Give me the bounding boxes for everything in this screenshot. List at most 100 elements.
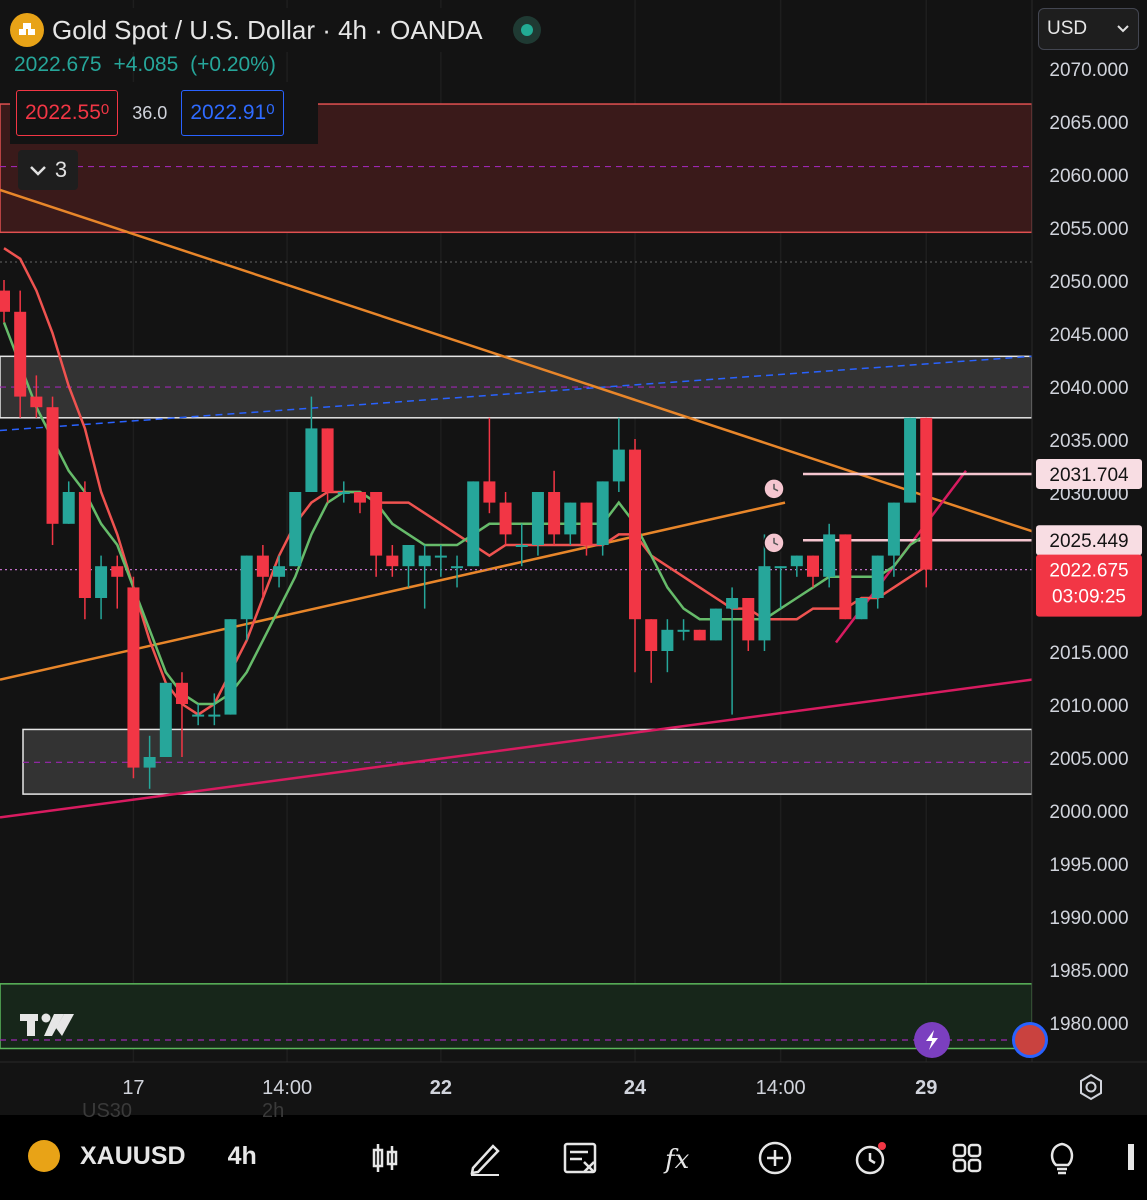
price-tick: 2005.000 [1049, 749, 1128, 770]
buy-sell-panel: 2022.550 36.0 2022.910 [10, 82, 318, 144]
candle-body [596, 481, 609, 545]
candle-body [548, 492, 561, 535]
candle-body [807, 555, 819, 577]
us-flag-icon[interactable] [1012, 1022, 1048, 1058]
level-b-label: 2025.449 [1049, 531, 1128, 552]
alert-clock-icon[interactable] [850, 1138, 890, 1178]
price-tick: 2060.000 [1049, 166, 1128, 187]
sell-pip: 0 [100, 101, 110, 118]
chart-header: Gold Spot / U.S. Dollar · 4h · OANDA [10, 8, 557, 52]
ideas-bulb-icon[interactable] [1042, 1138, 1082, 1178]
candle-body [855, 598, 868, 620]
indicators-toggle-button[interactable]: 3 [18, 150, 78, 190]
price-tick: 2055.000 [1049, 219, 1128, 240]
price-tick: 1995.000 [1049, 855, 1128, 876]
add-plus-icon[interactable] [755, 1138, 795, 1178]
price-tick: 2045.000 [1049, 325, 1128, 346]
candle-body [208, 714, 221, 717]
candles-icon[interactable] [365, 1138, 405, 1178]
candle-body [467, 481, 480, 567]
candle-body [709, 608, 722, 641]
price-change: 2022.675 +4.085 (+0.20%) [14, 53, 282, 77]
time-tick: 22 [430, 1077, 452, 1099]
time-tick: 24 [624, 1077, 647, 1099]
draw-pen-icon[interactable] [465, 1138, 505, 1178]
ma-fast-line [2, 321, 927, 706]
candle-body [159, 682, 172, 757]
candle-body [386, 555, 399, 567]
chevron-down-icon [1116, 18, 1130, 40]
lightning-icon[interactable] [914, 1022, 950, 1058]
price-tick: 2040.000 [1049, 378, 1128, 399]
symbol-selector[interactable]: XAUUSD 4h [28, 1140, 257, 1172]
candle-body [580, 502, 593, 545]
zone-green [0, 983, 1033, 1050]
candle-body [693, 629, 706, 641]
candle-body [645, 619, 658, 651]
price-tick: 2000.000 [1049, 802, 1128, 823]
current-price-label-bg [1036, 554, 1142, 617]
candle-body [256, 555, 269, 577]
more-icon[interactable] [1128, 1138, 1147, 1178]
indicators-fx-icon[interactable]: fx [657, 1138, 697, 1178]
candle-body [240, 555, 253, 620]
candle-body [78, 492, 91, 598]
candle-body [30, 396, 43, 408]
candle-body [14, 311, 27, 397]
price-tick: 2035.000 [1049, 431, 1128, 452]
candle-body [904, 417, 917, 503]
candle-body [46, 407, 59, 524]
last-price: 2022.675 [14, 53, 102, 76]
candle-body [192, 714, 205, 717]
price-tick: 2030.000 [1049, 484, 1128, 505]
zone-gray [22, 728, 1033, 795]
candle-body [434, 555, 447, 558]
candle-body [823, 534, 836, 577]
candle-body [305, 428, 318, 492]
market-open-icon[interactable] [512, 16, 541, 44]
change-pct: (+0.20%) [190, 53, 276, 76]
layouts-grid-icon[interactable] [947, 1138, 987, 1178]
gold-symbol-icon [10, 13, 44, 47]
gold-symbol-icon [28, 1140, 60, 1172]
alert-marker-hand [773, 537, 779, 546]
candle-body [758, 566, 771, 641]
candle-body [564, 502, 577, 535]
candle-body [127, 587, 140, 768]
candle-body [612, 449, 625, 482]
buy-button[interactable]: 2022.910 [181, 90, 284, 136]
candle-body [370, 492, 383, 556]
candle-body [143, 757, 156, 768]
prev-symbol-ghost: US30 2h [82, 1100, 285, 1122]
buy-pip: 0 [266, 101, 275, 118]
candle-body [839, 534, 852, 620]
alert-marker-hand [773, 483, 779, 492]
price-tick: 1980.000 [1049, 1014, 1128, 1035]
candle-body [0, 290, 10, 312]
support-trendline [0, 678, 1033, 819]
candle-body [289, 492, 302, 567]
price-tick: 2010.000 [1049, 696, 1128, 717]
time-tick: 29 [915, 1077, 937, 1099]
settings-gear-icon[interactable] [1076, 1072, 1106, 1102]
svg-text:fx: fx [663, 1145, 690, 1175]
sell-button[interactable]: 2022.550 [16, 90, 119, 136]
symbol-name[interactable]: XAUUSD [80, 1141, 186, 1170]
candle-body [629, 449, 642, 620]
candle-body [95, 566, 108, 598]
object-tree-icon[interactable] [560, 1138, 600, 1178]
change-abs: +4.085 [113, 53, 179, 76]
candle-body [451, 566, 464, 569]
timeframe-label[interactable]: 4h [227, 1141, 257, 1170]
candle-body [515, 545, 528, 547]
currency-select[interactable]: USD [1038, 8, 1139, 50]
time-tick: 14:00 [756, 1077, 806, 1099]
chart-title[interactable]: Gold Spot / U.S. Dollar · 4h · OANDA [52, 14, 483, 45]
price-tick: 1990.000 [1049, 908, 1128, 929]
candle-body [726, 598, 739, 609]
candle-body [337, 492, 350, 494]
candle-body [499, 502, 512, 535]
level-a-label-bg [1036, 458, 1142, 489]
candle-body [677, 629, 690, 632]
